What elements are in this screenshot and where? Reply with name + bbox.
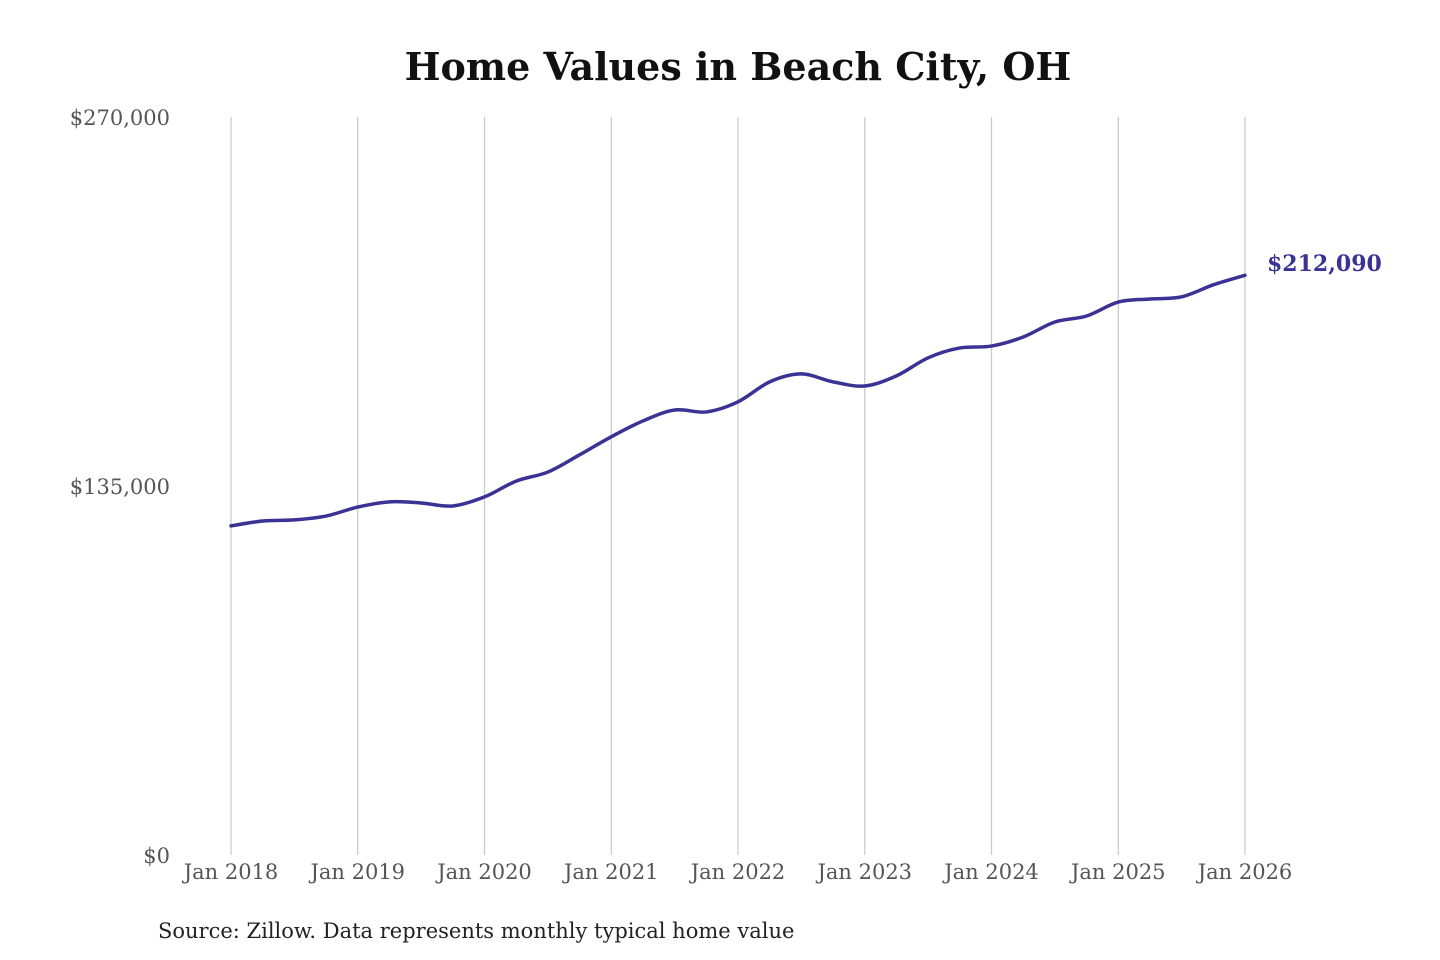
y-tick-label: $135,000 — [70, 475, 170, 499]
x-tick-label: Jan 2020 — [435, 860, 532, 884]
chart-title: Home Values in Beach City, OH — [405, 44, 1072, 89]
x-tick-label: Jan 2021 — [562, 860, 659, 884]
source-note: Source: Zillow. Data represents monthly … — [158, 919, 794, 943]
x-tick-label: Jan 2025 — [1069, 860, 1166, 884]
x-tick-label: Jan 2024 — [942, 860, 1039, 884]
y-tick-label: $270,000 — [70, 106, 170, 130]
y-axis: $0 $135,000 $270,000 — [70, 106, 170, 868]
series-line — [229, 273, 1247, 528]
grid-lines — [230, 117, 1246, 855]
x-tick-label: Jan 2019 — [308, 860, 405, 884]
x-tick-label: Jan 2026 — [1196, 860, 1293, 884]
y-tick-label: $0 — [143, 844, 170, 868]
end-value-label: $212,090 — [1267, 251, 1382, 277]
x-tick-label: Jan 2018 — [182, 860, 279, 884]
x-tick-label: Jan 2022 — [689, 860, 786, 884]
x-tick-label: Jan 2023 — [815, 860, 912, 884]
x-axis: Jan 2018 Jan 2019 Jan 2020 Jan 2021 Jan 2022… — [182, 860, 1293, 884]
